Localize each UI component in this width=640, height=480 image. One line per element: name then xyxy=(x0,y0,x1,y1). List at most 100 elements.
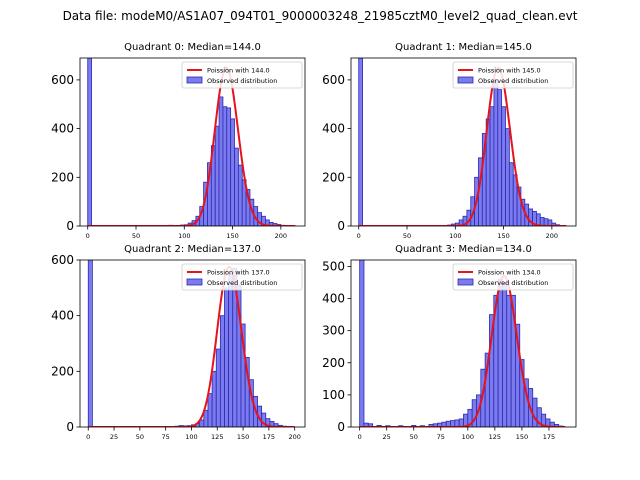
histogram-bar xyxy=(506,294,512,427)
y-tick-label: 400 xyxy=(51,309,74,323)
plot-area xyxy=(358,58,567,226)
x-tick-label: 0 xyxy=(358,433,362,441)
legend-box xyxy=(452,263,574,291)
figure-title: Data file: modeM0/AS1A07_094T01_90000032… xyxy=(63,9,578,23)
x-tick-label: 200 xyxy=(546,232,558,240)
histogram-bar xyxy=(214,125,220,226)
x-tick-label: 100 xyxy=(462,433,474,441)
x-tick-label: 200 xyxy=(275,232,287,240)
x-tick-label: 25 xyxy=(383,433,391,441)
y-tick-label: 300 xyxy=(322,324,345,338)
y-tick-label: 600 xyxy=(51,253,74,267)
histogram-bar xyxy=(501,106,506,226)
y-tick-label: 400 xyxy=(322,122,345,136)
legend-label-observed: Observed distribution xyxy=(478,279,548,287)
y-tick-label: 200 xyxy=(322,356,345,370)
legend-box xyxy=(452,61,574,89)
histogram-bar xyxy=(237,164,243,226)
y-tick-label: 400 xyxy=(322,292,345,306)
x-tick-label: 150 xyxy=(226,232,238,240)
y-tick-label: 200 xyxy=(322,170,345,184)
panel-title: Quadrant 1: Median=145.0 xyxy=(395,42,532,53)
panel-quadrant-2: Quadrant 2: Median=137.0 0 200 400 600 0 25 50 7… xyxy=(51,244,306,441)
legend-box xyxy=(181,263,303,291)
y-tick-label: 0 xyxy=(337,420,345,434)
x-tick-label: 150 xyxy=(497,232,509,240)
histogram-bar xyxy=(211,370,217,427)
x-tick-label: 100 xyxy=(449,232,461,240)
histogram-bar xyxy=(508,162,514,226)
histogram-bar xyxy=(218,96,224,226)
histogram-bar xyxy=(497,89,503,226)
histogram-bar xyxy=(532,397,538,427)
legend-bar-swatch xyxy=(457,278,474,286)
x-tick-label: 50 xyxy=(132,232,140,240)
histogram-bar xyxy=(219,315,225,427)
x-tick-label: 125 xyxy=(211,433,223,441)
legend-label-poisson: Poission with 144.0 xyxy=(207,67,270,75)
y-tick-label: 600 xyxy=(322,73,345,87)
x-tick-label: 200 xyxy=(288,433,300,441)
histogram-bar xyxy=(228,273,234,427)
legend: Poission with 134.0 Observed distribution xyxy=(452,263,574,291)
legend-label-poisson: Poission with 137.0 xyxy=(207,269,270,277)
panel-title: Quadrant 3: Median=134.0 xyxy=(395,244,532,255)
x-tick-label: 75 xyxy=(437,433,445,441)
plot-area xyxy=(359,260,566,427)
histogram-bar xyxy=(222,106,228,226)
x-tick-label: 150 xyxy=(237,433,249,441)
histogram-bar xyxy=(489,106,495,226)
y-tick-label: 0 xyxy=(66,420,74,434)
axes-frame xyxy=(350,259,577,428)
histogram-bar xyxy=(207,393,213,427)
legend-bar-swatch xyxy=(186,76,203,84)
x-tick-label: 125 xyxy=(489,433,501,441)
histogram-bar xyxy=(87,260,93,427)
axes-frame xyxy=(350,57,577,227)
poisson-curve xyxy=(88,265,295,427)
y-tick-label: 400 xyxy=(51,122,74,136)
axes-frame xyxy=(79,259,306,428)
histogram-bar xyxy=(493,79,499,226)
x-tick-label: 175 xyxy=(543,433,555,441)
histogram-bar xyxy=(234,147,239,226)
x-tick-label: 150 xyxy=(516,433,528,441)
histogram-bar xyxy=(505,128,510,226)
legend-label-poisson: Poission with 134.0 xyxy=(478,269,541,277)
x-tick-label: 50 xyxy=(403,232,411,240)
legend-box xyxy=(181,61,303,89)
histogram-bar xyxy=(359,260,365,427)
panel-title: Quadrant 2: Median=137.0 xyxy=(124,244,261,255)
legend-bar-swatch xyxy=(457,76,474,84)
panels: Quadrant 0: Median=144.0 0 200 400 600 0 50 100… xyxy=(51,42,577,441)
y-tick-label: 0 xyxy=(337,219,345,233)
legend-label-observed: Observed distribution xyxy=(478,77,548,85)
legend-label-observed: Observed distribution xyxy=(207,77,277,85)
y-tick-label: 0 xyxy=(66,219,74,233)
y-tick-label: 100 xyxy=(322,388,345,402)
histogram-bar xyxy=(226,107,232,226)
x-tick-label: 100 xyxy=(178,232,190,240)
y-tick-label: 200 xyxy=(51,170,74,184)
histogram-bar xyxy=(87,58,92,226)
x-tick-label: 50 xyxy=(136,433,144,441)
x-tick-label: 25 xyxy=(110,433,118,441)
x-tick-label: 100 xyxy=(185,433,197,441)
poisson-curve xyxy=(358,66,567,226)
histogram-bar xyxy=(215,348,221,427)
x-tick-label: 50 xyxy=(410,433,418,441)
x-tick-label: 75 xyxy=(162,433,170,441)
histogram-bar xyxy=(502,282,508,427)
legend-label-observed: Observed distribution xyxy=(207,279,277,287)
y-tick-label: 500 xyxy=(322,259,345,273)
histogram-bar xyxy=(358,58,363,226)
x-tick-label: 175 xyxy=(263,433,275,441)
x-tick-label: 0 xyxy=(357,232,361,240)
histogram-bar xyxy=(224,287,230,427)
y-tick-label: 600 xyxy=(51,73,74,87)
histogram-bar xyxy=(203,409,209,427)
panel-title: Quadrant 0: Median=144.0 xyxy=(124,42,261,53)
panel-quadrant-0: Quadrant 0: Median=144.0 0 200 400 600 0 50 100… xyxy=(51,42,306,240)
legend: Poission with 145.0 Observed distribution xyxy=(452,61,574,89)
